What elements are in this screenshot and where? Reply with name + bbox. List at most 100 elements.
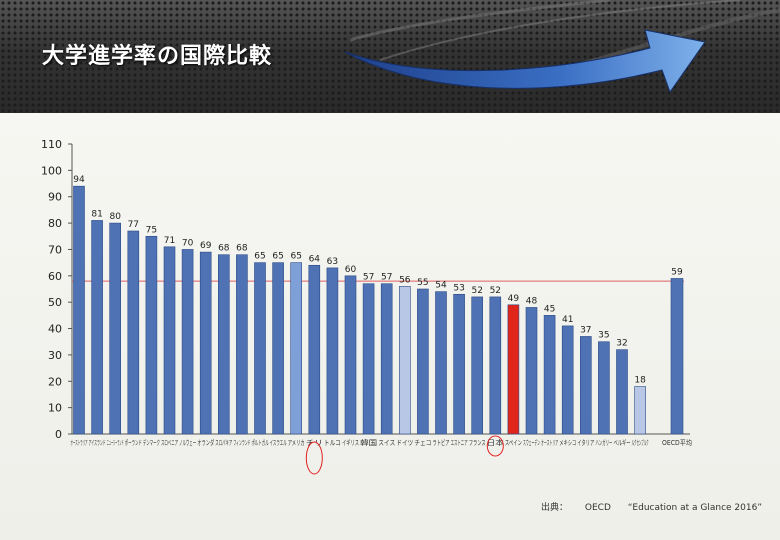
chart-svg: 0 10 20 30 40 50 60 70 80 90 100 110 94 81 80 77 75 71 70… (41, 138, 693, 475)
y-tick-label: 40 (48, 323, 62, 336)
bar (598, 341, 610, 435)
bar (525, 307, 538, 435)
y-tick-label: 0 (55, 428, 62, 441)
bar-value-label: 75 (146, 225, 157, 235)
bar (543, 315, 556, 435)
category-label: フランス (469, 439, 486, 447)
bar-value-label: 69 (200, 241, 212, 251)
bar (561, 325, 574, 435)
bar-value-label: 68 (236, 244, 248, 254)
bar-value-label: 56 (399, 275, 411, 285)
bar-value-label: 94 (73, 175, 85, 185)
bar-value-label: 45 (544, 304, 555, 314)
category-label: デンマーク (143, 438, 160, 447)
bar (362, 283, 375, 435)
bar-layer (73, 185, 684, 435)
bar-value-label: 65 (254, 252, 265, 262)
bar-value-label: 81 (91, 209, 102, 219)
y-tick-label: 10 (48, 402, 62, 415)
category-label: スロバキア (215, 439, 232, 447)
category-label: ラトビア (433, 438, 450, 447)
category-label: チェコ (414, 439, 431, 447)
bar (218, 254, 230, 435)
bar-value-label: 55 (417, 278, 428, 288)
source-prefix: 出典： (541, 503, 569, 513)
bar-value-label: 70 (182, 238, 194, 248)
category-label: ドイツ (396, 439, 413, 447)
bar-value-label: 65 (290, 252, 301, 262)
header-banner: 大学進学率の国際比較 (0, 0, 780, 113)
bar (290, 262, 303, 435)
bar (163, 246, 176, 435)
highlight-circle (305, 441, 323, 475)
bar-value-label: 64 (309, 254, 321, 264)
category-label: スペイン (505, 439, 522, 447)
category-label: オーストリア (541, 439, 558, 447)
bar (91, 220, 103, 435)
bar (145, 235, 158, 435)
y-tick-label: 60 (48, 270, 62, 283)
y-tick-label: 110 (41, 138, 62, 151)
category-label: イギリス (342, 439, 359, 447)
bar (507, 304, 520, 435)
category-label: ルクセンブルク (632, 438, 649, 447)
bar-value-label: 18 (634, 376, 646, 386)
category-label: チリ (306, 439, 323, 447)
category-label: フィンランド (233, 439, 250, 447)
category-label: アメリカ (288, 439, 305, 447)
bar (181, 249, 194, 435)
bar-value-label: 52 (471, 286, 482, 296)
bar-value-label: 35 (598, 331, 609, 341)
bar-value-label: 63 (327, 257, 338, 267)
bar-value-label: 59 (671, 267, 683, 277)
bar (326, 267, 339, 435)
category-label: メキシコ (559, 439, 576, 447)
page-title: 大学進学率の国際比較 (42, 44, 273, 69)
bar-value-label: 80 (109, 212, 121, 222)
bar (398, 286, 411, 435)
category-label: トルコ (324, 439, 341, 447)
category-label: 日本 (487, 438, 504, 447)
bar (199, 251, 212, 435)
bar-value-label: 53 (453, 283, 464, 293)
bar (344, 275, 357, 435)
bar (380, 283, 393, 435)
bar (471, 296, 484, 435)
source-org: OECD (584, 503, 611, 513)
bar (127, 230, 140, 435)
category-label: エストニア (451, 439, 468, 447)
category-label: ニュージーランド (107, 439, 124, 447)
bar-value-label: 65 (272, 252, 283, 262)
category-label: スイス (378, 439, 395, 447)
category-label: ベルギー (614, 439, 631, 447)
bar-value-label: 48 (526, 296, 538, 306)
source-note: 出典： OECD “Education at a Glance 2016” (541, 500, 776, 513)
category-label: イスラエル (270, 439, 287, 447)
bar (435, 291, 447, 435)
highlight-circle (486, 435, 504, 457)
bar (254, 262, 266, 435)
y-tick-label: 20 (48, 375, 62, 388)
bar (579, 336, 592, 435)
bar (308, 264, 321, 435)
source-publication: “Education at a Glance 2016” (627, 503, 762, 513)
bar-value-label: 49 (508, 294, 520, 304)
label-layer: 94 81 80 77 75 71 70 69 68 68 65 65 65 64 63 60 57 57 56 55… (73, 175, 683, 385)
arrow-graphic (344, 0, 780, 94)
category-label: ポーランド (125, 439, 142, 447)
bar-value-label: 52 (490, 286, 501, 296)
category-label: オランダ (197, 438, 214, 447)
bar-value-label: 60 (345, 265, 357, 275)
y-tick-label: 100 (41, 164, 62, 177)
bar (272, 262, 284, 435)
category-label: オーストラリア (71, 439, 88, 447)
category-label: ポルトガル (252, 438, 269, 447)
category-label: ノルウェー (179, 439, 196, 447)
category-label: イタリア (577, 438, 594, 447)
y-tick-label: 70 (48, 243, 62, 256)
bar (73, 185, 85, 435)
category-label: OECD平均 (662, 438, 692, 447)
category-label: スウェーデン (523, 438, 540, 447)
